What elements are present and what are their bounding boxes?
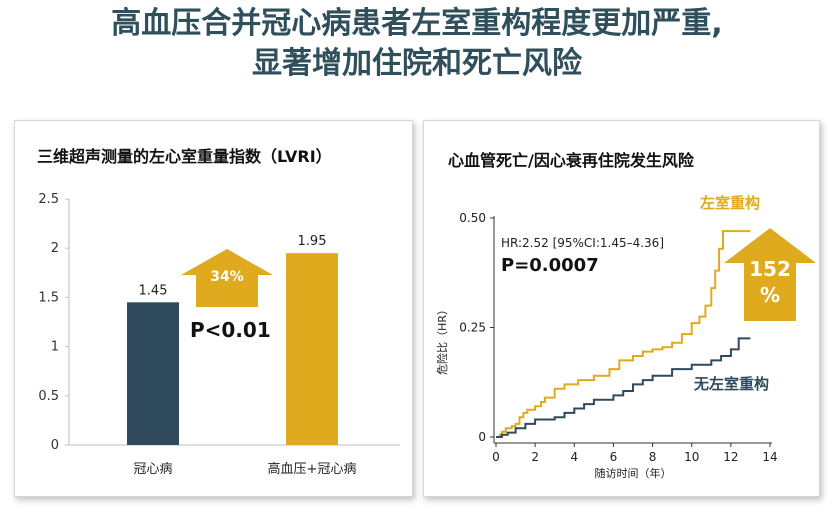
p-value-label: P<0.01 bbox=[190, 318, 271, 342]
y-tick-label: 0 bbox=[51, 438, 59, 453]
y-tick-label: 0.5 bbox=[38, 389, 59, 404]
y-tick-label: 0.50 bbox=[459, 211, 486, 225]
x-tick-label: 冠心病 bbox=[133, 462, 172, 477]
headline: 高血压合并冠心病患者左室重构程度更加严重, 显著增加住院和死亡风险 bbox=[0, 4, 834, 84]
increase-arrow bbox=[724, 228, 816, 321]
x-tick-label: 6 bbox=[610, 450, 618, 464]
lvri-chart-panel: 三维超声测量的左心室重量指数（LVRI） 0 0.5 1 1.5 2 2.5 1.45 冠心病… bbox=[14, 120, 413, 497]
x-tick-label: 8 bbox=[649, 450, 657, 464]
x-axis-label: 随访时间（年） bbox=[595, 466, 672, 480]
hr-label: HR:2.52 [95%CI:1.45–4.36] bbox=[501, 236, 664, 250]
headline-line-1: 高血压合并冠心病患者左室重构程度更加严重, bbox=[111, 6, 723, 41]
lvri-chart-title: 三维超声测量的左心室重量指数（LVRI） bbox=[37, 147, 332, 166]
x-tick-label: 10 bbox=[684, 450, 699, 464]
lvri-bar-chart: 0 0.5 1 1.5 2 2.5 1.45 冠心病 1.95 高血压+冠心病 34% P<0.01 bbox=[38, 192, 400, 477]
risk-chart-title: 心血管死亡/因心衰再住院发生风险 bbox=[448, 151, 694, 170]
headline-line-2: 显著增加住院和死亡风险 bbox=[252, 46, 582, 81]
y-tick-label: 0.25 bbox=[459, 321, 486, 335]
series-label-no-remodeling: 无左室重构 bbox=[693, 375, 769, 393]
y-tick-label: 2 bbox=[51, 241, 59, 256]
y-tick-label: 0 bbox=[478, 430, 486, 444]
series-label-remodeling: 左室重构 bbox=[699, 194, 760, 212]
x-tick-label: 12 bbox=[723, 450, 738, 464]
y-tick-label: 1.5 bbox=[38, 290, 59, 305]
risk-chart-panel: 心血管死亡/因心衰再住院发生风险 0 0.25 0.50 0 2 4 6 8 10 12 14 随访时… bbox=[423, 120, 820, 497]
p-value-label: P=0.0007 bbox=[501, 255, 599, 276]
bar bbox=[127, 302, 179, 445]
series-line-remodeling bbox=[496, 230, 751, 438]
bar bbox=[286, 253, 338, 445]
y-tick-label: 1 bbox=[51, 340, 59, 355]
series-line-no-remodeling bbox=[496, 337, 751, 438]
bar-value-label: 1.45 bbox=[139, 283, 168, 298]
x-tick-label: 14 bbox=[762, 450, 777, 464]
y-axis-label: 危险比（HR） bbox=[435, 304, 449, 375]
x-tick-label: 0 bbox=[492, 450, 500, 464]
x-tick-label: 高血压+冠心病 bbox=[268, 461, 357, 477]
increase-label: 34% bbox=[210, 269, 244, 285]
x-tick-label: 4 bbox=[570, 450, 578, 464]
bar-value-label: 1.95 bbox=[298, 234, 327, 249]
x-tick-label: 2 bbox=[531, 450, 539, 464]
y-tick-label: 2.5 bbox=[38, 192, 59, 207]
increase-label-number: 152 bbox=[749, 257, 791, 281]
increase-arrow bbox=[181, 249, 273, 307]
increase-label-unit: % bbox=[760, 283, 780, 307]
risk-line-chart: 0 0.25 0.50 0 2 4 6 8 10 12 14 随访时间（年） 危险比（HR） 左室重构无左… bbox=[435, 194, 816, 480]
